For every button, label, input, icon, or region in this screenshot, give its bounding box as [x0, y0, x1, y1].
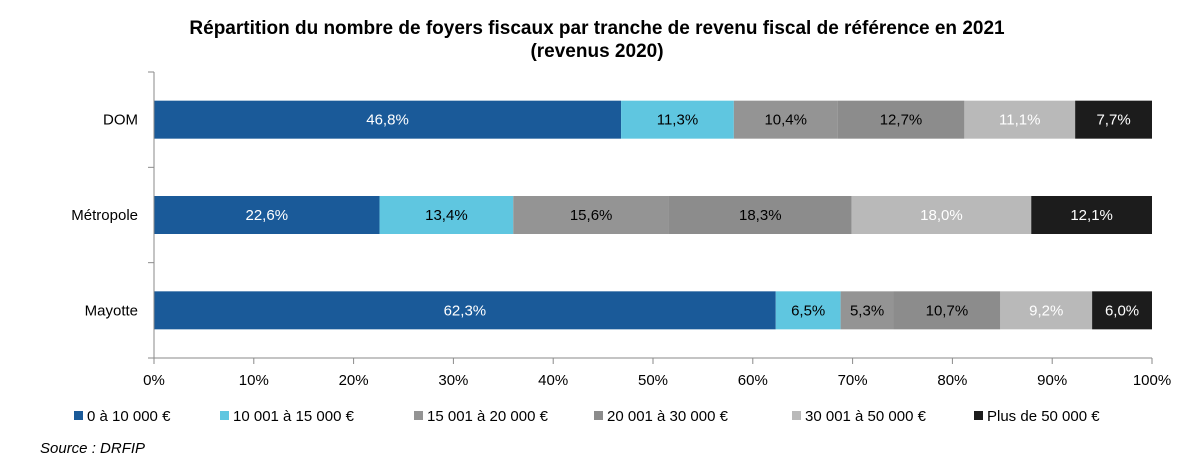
source-note: Source : DRFIP — [40, 440, 146, 457]
bar-segment — [851, 196, 1032, 234]
data-label: 62,3% — [444, 302, 487, 319]
bar-segment — [154, 100, 622, 139]
bar-segment — [893, 291, 1001, 330]
x-tick-label: 90% — [1037, 372, 1067, 389]
bar-segment — [668, 196, 852, 234]
bar-segment — [1092, 291, 1152, 330]
legend-entry: 15 001 à 20 000 € — [427, 408, 549, 425]
data-label: 15,6% — [570, 207, 613, 224]
legend-swatch — [220, 411, 229, 420]
data-label: 9,2% — [1029, 302, 1063, 319]
category-label: DOM — [103, 112, 138, 129]
data-label: 7,7% — [1096, 112, 1130, 129]
legend-swatch — [74, 411, 83, 420]
data-label: 46,8% — [366, 112, 409, 129]
x-tick-label: 80% — [937, 372, 967, 389]
x-tick-label: 30% — [438, 372, 468, 389]
legend-entry: 10 001 à 15 000 € — [233, 408, 355, 425]
x-tick-label: 60% — [738, 372, 768, 389]
data-label: 5,3% — [850, 302, 884, 319]
bar-segment — [513, 196, 669, 234]
x-tick-label: 70% — [838, 372, 868, 389]
bar-segment — [1031, 196, 1152, 234]
x-tick-label: 0% — [143, 372, 165, 389]
legend-swatch — [414, 411, 423, 420]
category-label: Mayotte — [85, 302, 138, 319]
x-tick-label: 10% — [239, 372, 269, 389]
data-label: 10,4% — [764, 112, 807, 129]
data-label: 6,0% — [1105, 302, 1139, 319]
data-label: 10,7% — [926, 302, 969, 319]
bar-segment — [733, 100, 838, 139]
bar-segment — [379, 196, 514, 234]
data-label: 11,1% — [999, 112, 1040, 129]
x-tick-label: 100% — [1133, 372, 1171, 389]
data-label: 22,6% — [246, 207, 289, 224]
legend-entry: 20 001 à 30 000 € — [607, 408, 729, 425]
bar-segment — [840, 291, 894, 330]
bar-segment — [1075, 100, 1152, 139]
legend-swatch — [974, 411, 983, 420]
data-label: 6,5% — [791, 302, 825, 319]
bar-segment — [1000, 291, 1093, 330]
legend-entry: 30 001 à 50 000 € — [805, 408, 927, 425]
bar-segment — [837, 100, 965, 139]
data-label: 18,3% — [739, 207, 782, 224]
bar-segment — [154, 196, 380, 234]
x-tick-label: 20% — [339, 372, 369, 389]
bar-segment — [775, 291, 841, 330]
data-label: 18,0% — [920, 207, 963, 224]
data-label: 13,4% — [425, 207, 468, 224]
data-label: 12,1% — [1070, 207, 1113, 224]
legend-swatch — [594, 411, 603, 420]
x-tick-label: 50% — [638, 372, 668, 389]
data-label: 11,3% — [657, 112, 698, 129]
bar-segment — [154, 291, 776, 330]
legend-entry: 0 à 10 000 € — [87, 408, 171, 425]
chart-title: Répartition du nombre de foyers fiscaux … — [189, 18, 1005, 39]
category-label: Métropole — [71, 207, 138, 224]
bar-segment — [964, 100, 1076, 139]
chart-subtitle: (revenus 2020) — [530, 41, 664, 62]
bar-segment — [621, 100, 734, 139]
legend-swatch — [792, 411, 801, 420]
x-tick-label: 40% — [538, 372, 568, 389]
legend-entry: Plus de 50 000 € — [987, 408, 1100, 425]
data-label: 12,7% — [880, 112, 923, 129]
